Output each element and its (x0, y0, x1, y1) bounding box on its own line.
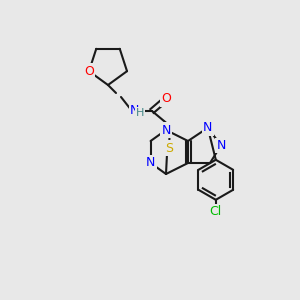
Text: N: N (129, 103, 139, 116)
Text: O: O (161, 92, 171, 106)
Text: H: H (136, 108, 144, 118)
Text: N: N (146, 157, 155, 169)
Text: N: N (161, 124, 171, 136)
Text: Cl: Cl (210, 205, 222, 218)
Text: S: S (165, 142, 173, 154)
Text: N: N (203, 121, 212, 134)
Text: O: O (84, 65, 94, 78)
Text: N: N (216, 139, 226, 152)
